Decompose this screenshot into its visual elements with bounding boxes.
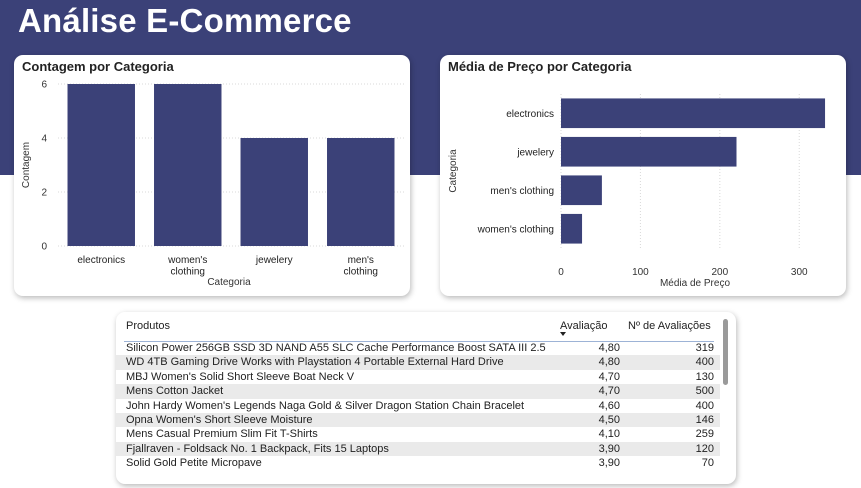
review-count-cell: 500 [695, 385, 714, 398]
rating-cell: 4,70 [598, 370, 620, 383]
count-chart: 0 2 4 6 electronics women's clothing jewelery me… [21, 80, 404, 288]
count-x-axis-title: Categoria [207, 277, 251, 288]
product-cell: Mens Casual Premium Slim Fit T-Shirts [126, 428, 318, 441]
table-scrollbar[interactable] [723, 319, 728, 385]
table-header: Produtos Avaliação Nº de Avaliações [116, 312, 720, 341]
product-cell: MBJ Women's Solid Short Sleeve Boat Neck… [126, 370, 355, 383]
rating-cell: 4,10 [598, 428, 620, 441]
price-bar-1[interactable] [561, 136, 737, 167]
review-count-cell: 146 [695, 413, 714, 426]
price-bar-2[interactable] [561, 175, 602, 206]
review-count-cell: 319 [695, 342, 714, 354]
review-count-cell: 70 [701, 457, 714, 470]
product-cell: John Hardy Women's Legends Naga Gold & S… [126, 399, 525, 412]
count-xtick-2: jewelery [255, 255, 293, 266]
price-xtick-0: 0 [558, 267, 564, 278]
table-row[interactable]: Opna Women's Short Sleeve Moisture 4,50 14… [116, 412, 720, 428]
avg-price-by-category-card[interactable]: Média de Preço por Categoria 0 100 200 300 e… [440, 55, 846, 296]
count-bar-3[interactable] [327, 138, 395, 246]
rating-cell: 4,60 [598, 399, 620, 412]
price-bar-3[interactable] [561, 213, 583, 244]
count-bar-1[interactable] [154, 84, 222, 246]
review-count-cell: 400 [695, 399, 714, 412]
price-bar-0[interactable] [561, 98, 826, 129]
review-count-cell: 120 [695, 442, 714, 455]
count-bar-2[interactable] [240, 138, 308, 246]
products-table-card[interactable]: Produtos Avaliação Nº de Avaliações Sili… [116, 312, 736, 484]
header-divider [124, 341, 714, 342]
table-row[interactable]: Solid Gold Petite Micropave 3,90 70 [116, 456, 720, 470]
rating-cell: 4,80 [598, 356, 620, 369]
table-row[interactable]: Fjallraven - Foldsack No. 1 Backpack, Fi… [116, 441, 720, 457]
price-y-axis-title: Categoria [448, 149, 459, 193]
table-row[interactable]: WD 4TB Gaming Drive Works with Playstati… [116, 355, 720, 370]
table-row[interactable]: John Hardy Women's Legends Naga Gold & S… [116, 399, 720, 413]
table-row[interactable]: MBJ Women's Solid Short Sleeve Boat Neck… [116, 370, 720, 384]
product-cell: Solid Gold Petite Micropave [126, 457, 262, 470]
header-rating[interactable]: Avaliação [560, 320, 608, 332]
review-count-cell: 130 [695, 370, 714, 383]
product-cell: Fjallraven - Foldsack No. 1 Backpack, Fi… [126, 442, 389, 455]
count-y-axis-title: Contagem [21, 142, 32, 188]
count-ytick-0: 0 [41, 242, 47, 253]
count-xtick-3: men's clothing [344, 255, 378, 278]
count-xtick-0: electronics [77, 255, 125, 266]
price-ytick-2: men's clothing [490, 186, 554, 197]
product-cell: Opna Women's Short Sleeve Moisture [126, 413, 313, 426]
review-count-cell: 259 [695, 428, 714, 441]
review-count-cell: 400 [695, 356, 714, 369]
price-ytick-0: electronics [506, 109, 554, 120]
table-body: Silicon Power 256GB SSD 3D NAND A55 SLC … [116, 341, 720, 471]
count-xtick-1: women's clothing [167, 255, 207, 278]
rating-cell: 3,90 [598, 457, 620, 470]
price-chart-title: Média de Preço por Categoria [448, 59, 632, 74]
rating-cell: 4,70 [598, 385, 620, 398]
price-ytick-1: jewelery [516, 147, 554, 158]
price-xtick-1: 100 [632, 267, 649, 278]
count-chart-title: Contagem por Categoria [22, 59, 174, 74]
header-review-count[interactable]: Nº de Avaliações [628, 320, 711, 332]
product-cell: Mens Cotton Jacket [126, 385, 224, 398]
table-row[interactable]: Mens Casual Premium Slim Fit T-Shirts 4,1… [116, 427, 720, 441]
rating-cell: 4,50 [598, 413, 620, 426]
rating-cell: 4,80 [598, 342, 620, 354]
count-ytick-3: 6 [41, 80, 47, 91]
rating-cell: 3,90 [598, 442, 620, 455]
product-cell: WD 4TB Gaming Drive Works with Playstati… [126, 356, 504, 369]
count-ytick-1: 2 [41, 188, 47, 199]
product-cell: Silicon Power 256GB SSD 3D NAND A55 SLC … [126, 342, 546, 354]
sort-descending-icon [560, 332, 566, 336]
page-title: Análise E-Commerce [18, 2, 352, 39]
price-x-axis-title: Média de Preço [660, 278, 730, 289]
price-chart: 0 100 200 300 electronics jewelery men's cloth… [448, 94, 826, 289]
count-bar-0[interactable] [67, 84, 135, 246]
table-row[interactable]: Mens Cotton Jacket 4,70 500 [116, 384, 720, 399]
price-xtick-2: 200 [711, 267, 728, 278]
price-ytick-3: women's clothing [477, 224, 554, 235]
table-row[interactable]: Silicon Power 256GB SSD 3D NAND A55 SLC … [116, 341, 720, 355]
header-products[interactable]: Produtos [126, 320, 171, 332]
count-ytick-2: 4 [41, 134, 47, 145]
count-by-category-card[interactable]: Contagem por Categoria 0 2 4 6 electronics wo… [14, 55, 410, 296]
price-xtick-3: 300 [791, 267, 808, 278]
